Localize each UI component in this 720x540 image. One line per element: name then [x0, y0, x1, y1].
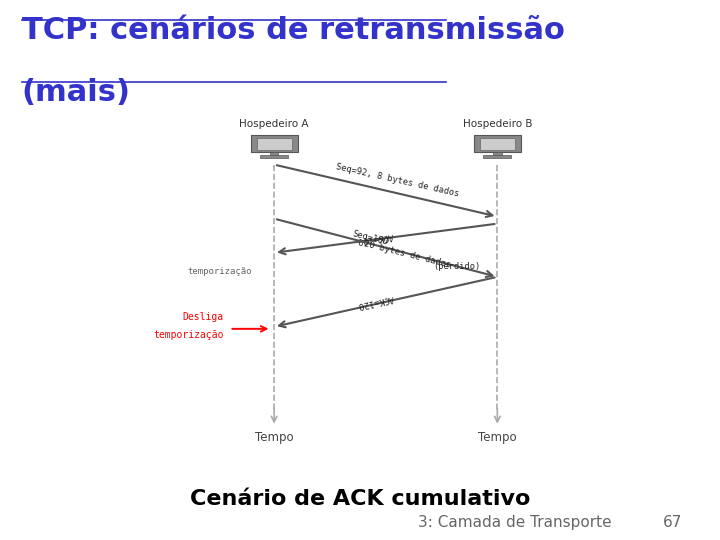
- Bar: [493, 152, 502, 155]
- Text: Desliga: Desliga: [183, 312, 224, 322]
- Text: Tempo: Tempo: [478, 431, 517, 444]
- Text: TCP: cenários de retransmissão: TCP: cenários de retransmissão: [22, 16, 564, 45]
- Text: temporização: temporização: [153, 329, 224, 340]
- Text: ACK=100: ACK=100: [356, 231, 394, 245]
- Bar: [270, 152, 279, 155]
- Bar: [256, 138, 292, 150]
- Text: Hospedeiro A: Hospedeiro A: [239, 119, 309, 129]
- Text: Cenário de ACK cumulativo: Cenário de ACK cumulativo: [190, 489, 530, 509]
- Text: (mais): (mais): [22, 78, 130, 107]
- Text: 20 bytes de dados: 20 bytes de dados: [363, 239, 451, 269]
- Text: Tempo: Tempo: [255, 431, 294, 444]
- Bar: [474, 135, 521, 152]
- Text: (perdido): (perdido): [433, 261, 481, 271]
- Bar: [480, 138, 515, 150]
- Bar: [483, 155, 511, 158]
- Text: 3: Camada de Transporte: 3: Camada de Transporte: [418, 515, 611, 530]
- Text: Seq=100: Seq=100: [351, 230, 389, 247]
- Bar: [251, 135, 297, 152]
- Text: temporização: temporização: [187, 267, 252, 276]
- Text: 67: 67: [662, 515, 682, 530]
- Text: Hospedeiro B: Hospedeiro B: [462, 119, 532, 129]
- Text: ACK=120: ACK=120: [356, 293, 395, 309]
- Text: Seq=92, 8 bytes de dados: Seq=92, 8 bytes de dados: [336, 163, 460, 199]
- Bar: [260, 155, 288, 158]
